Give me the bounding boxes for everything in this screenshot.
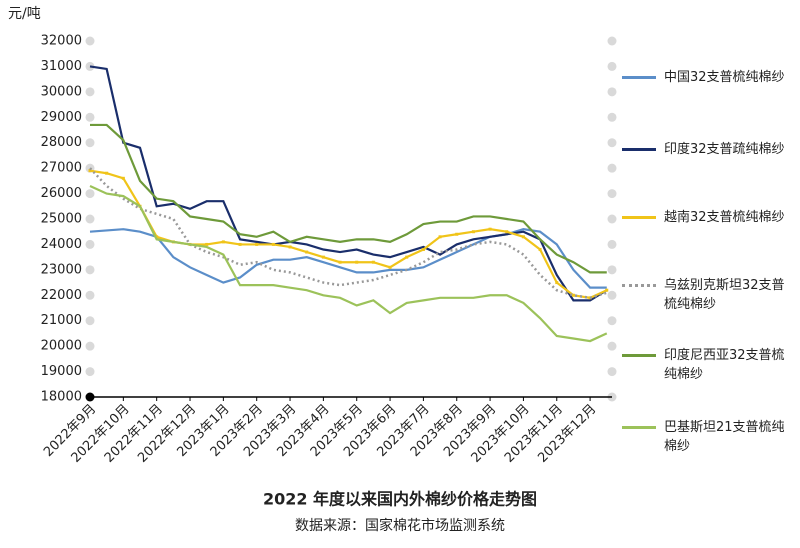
series-marker [271,242,275,246]
tick-dot [85,367,95,377]
tick-dot [85,290,95,300]
chart-title: 2022 年度以来国内外棉纱价格走势图 [263,490,537,509]
series-marker [288,245,292,249]
y-tick-label: 20000 [41,339,82,354]
tick-dot [607,61,617,71]
legend-entry: 巴基斯坦21支普梳纯棉纱 [622,418,792,456]
series-marker [538,248,542,252]
series-marker [571,293,575,297]
tick-dot [85,316,95,326]
series-line [90,123,607,274]
tick-dot [85,189,95,199]
y-tick-label: 18000 [41,390,82,405]
tick-dot [607,239,617,249]
y-tick-label: 25000 [41,212,82,227]
legend-entry: 越南32支普梳纯棉纱 [622,208,792,227]
y-tick-label: 31000 [41,59,82,74]
y-tick-label: 24000 [41,237,82,252]
tick-dot [607,316,617,326]
tick-dot [85,112,95,122]
series-marker [305,250,309,254]
series-marker [421,248,425,252]
series-line [89,65,608,302]
tick-dot [85,36,95,46]
legend-swatch [622,426,656,429]
legend-label: 越南32支普梳纯棉纱 [664,210,785,225]
legend-swatch [622,216,656,219]
series-marker [338,260,342,264]
y-tick-label: 29000 [41,110,82,125]
legend-label: 印度尼西亚32支普梳纯棉纱 [664,348,785,382]
series-marker [471,230,475,234]
legend-swatch [622,148,656,151]
tick-dot [607,87,617,97]
series-marker [105,171,109,175]
tick-dot [607,290,617,300]
legend-swatch [622,354,656,357]
series-marker [155,235,159,239]
legend-label: 中国32支普梳纯棉纱 [664,70,785,85]
legend-label: 印度32支普疏纯棉纱 [664,142,785,157]
legend-entry: 中国32支普梳纯棉纱 [622,68,792,87]
series-marker [455,232,459,236]
series-marker [555,281,559,285]
tick-dot [607,138,617,148]
y-tick-label: 22000 [41,288,82,303]
tick-dot [85,214,95,224]
series-marker [88,169,92,173]
tick-dot [607,189,617,199]
legend-entry: 印度尼西亚32支普梳纯棉纱 [622,346,792,384]
series-marker [488,227,492,231]
series-line [89,228,607,289]
tick-dot [607,163,617,173]
tick-dot [85,341,95,351]
legend-swatch [622,284,656,287]
series-marker [221,240,225,244]
y-axis-label: 元/吨 [8,6,41,22]
series-marker [255,242,259,246]
y-tick-label: 27000 [41,161,82,176]
series-marker [238,242,242,246]
legend-entry: 印度32支普疏纯棉纱 [622,140,792,159]
y-tick-label: 21000 [41,313,82,328]
y-tick-label: 28000 [41,135,82,150]
tick-dot [607,341,617,351]
tick-dot [607,265,617,275]
legend-label: 巴基斯坦21支普梳纯棉纱 [664,420,785,454]
tick-dot [607,214,617,224]
y-tick-label: 32000 [41,34,82,49]
series-marker [605,288,609,292]
series-marker [505,230,509,234]
series-marker [321,255,325,259]
tick-dot [85,138,95,148]
series-marker [405,255,409,259]
series-marker [521,235,525,239]
legend-swatch [622,76,656,79]
series-line [89,184,608,343]
series-marker [371,260,375,264]
y-tick-label: 23000 [41,262,82,277]
tick-dot [85,265,95,275]
legend-entry: 乌兹别克斯坦32支普梳纯棉纱 [622,276,792,314]
tick-dot [607,36,617,46]
series-marker [388,265,392,269]
y-tick-label: 30000 [41,84,82,99]
tick-dot [607,367,617,377]
series-marker [121,176,125,180]
y-tick-label: 19000 [41,364,82,379]
tick-dot [607,112,617,122]
chart-subtitle: 数据来源：国家棉花市场监测系统 [295,517,505,534]
series-marker [438,235,442,239]
tick-dot [85,87,95,97]
series-marker [205,242,209,246]
tick-dot [85,239,95,249]
series-marker [355,260,359,264]
series-line [89,167,608,300]
y-tick-label: 26000 [41,186,82,201]
legend-label: 乌兹别克斯坦32支普梳纯棉纱 [664,278,785,312]
